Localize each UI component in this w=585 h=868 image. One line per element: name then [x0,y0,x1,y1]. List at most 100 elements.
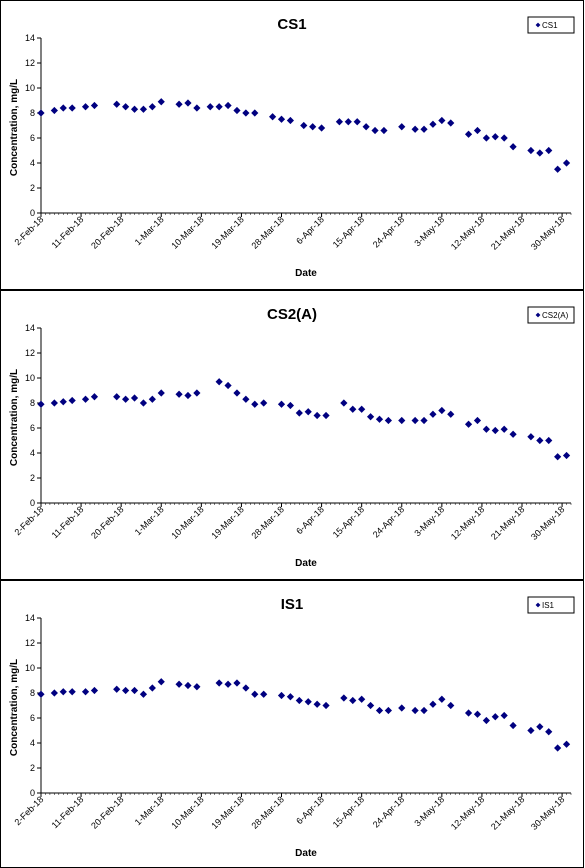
y-tick-label: 12 [25,58,35,68]
legend: IS1 [527,596,575,614]
cs1-point [68,104,76,112]
cs2-a-point [375,415,384,423]
cs2-a-point [304,408,312,416]
x-axis-label: Date [295,848,317,859]
x-tick-label: 19-Mar-18 [209,504,245,540]
y-tick-label: 14 [25,33,35,43]
cs1-point [545,146,553,155]
cs1-point [500,134,508,142]
cs1-point [37,109,45,117]
cs1-point [81,103,90,111]
x-tick-label: 10-Mar-18 [169,214,205,250]
cs2-a-point [59,398,67,406]
cs1-point [398,123,406,131]
is1-point [313,700,321,708]
cs2-a-point [251,400,259,408]
x-tick-label: 6-Apr-18 [294,794,326,826]
cs2-a-point [122,395,130,403]
is1-point [81,688,90,696]
x-tick-label: 1-Mar-18 [133,214,166,247]
x-tick-label: 20-Feb-18 [89,504,125,540]
cs1-point [527,146,535,155]
chart-cs2a: CS2(A) 0 2 4 6 8 10 12 14 2-Feb-18 11-Feb-18 20-Feb… [9,306,575,569]
legend-marker [535,22,541,28]
cs2-a-point [193,389,201,397]
is1-point [500,711,508,720]
cs1-point [251,109,259,117]
x-tick-label: 11-Feb-18 [50,504,86,540]
y-tick-label: 12 [25,348,35,358]
cs2-a-point [491,426,499,435]
cs2-a-point [554,453,562,461]
y-tick-label: 0 [30,498,35,508]
is1-point [491,713,499,721]
cs1-point [148,103,156,111]
is1-point [59,688,67,696]
cs2-a-point [242,395,250,403]
x-tick-label: 2-Feb-18 [13,214,46,247]
x-tick-label: 20-Feb-18 [89,214,125,250]
cs1-point [429,120,437,128]
x-tick-label: 15-Apr-18 [331,504,366,539]
x-tick-label: 24-Apr-18 [371,504,406,539]
cs1-point [286,116,295,125]
x-tick-label: 15-Apr-18 [331,794,366,829]
x-tick-label: 21-May-18 [489,504,526,541]
is1-point [420,706,428,715]
y-tick-label: 6 [30,133,35,143]
chart-is1: IS1 0 2 4 6 8 10 12 14 2-Feb-18 11-Feb-18 20-Feb-18… [9,596,575,859]
cs2-a-point [420,416,428,425]
cs1-point [438,116,446,125]
is1-point [286,693,295,701]
cs2-a-point [562,451,571,460]
cs1-point [59,104,67,112]
cs2-a-point [482,425,490,433]
is1-point [545,728,553,736]
cs1-point [113,100,121,108]
x-axis-label: Date [295,268,317,279]
cs1-point [242,109,250,117]
is1-point [148,684,156,692]
y-tick-label: 8 [30,688,35,698]
is1-point [349,696,357,705]
cs1-point [335,118,344,126]
cs2-a-point [438,406,446,415]
cs1-point [344,118,352,126]
cs2-a-point [500,425,508,433]
y-tick-label: 6 [30,713,35,723]
cs1-point [50,106,58,115]
y-tick-label: 0 [30,788,35,798]
cs2-a-point [429,410,437,418]
is1-point [175,680,183,688]
x-tick-label: 1-Mar-18 [133,504,166,537]
cs2-a-point [358,405,366,413]
is1-point [322,701,330,710]
is1-point [277,691,286,700]
y-tick-label: 8 [30,108,35,118]
legend-box [527,16,575,34]
cs2-a-point [411,416,419,425]
is1-point [50,689,58,697]
cs2-a-point [68,396,76,405]
y-tick-label: 12 [25,638,35,648]
cs1-point [309,123,317,131]
y-tick-label: 10 [25,663,35,673]
is1-point [398,704,406,712]
cs1-point [300,121,308,130]
cs1-point [90,101,99,110]
is1-point [509,721,517,730]
cs1-point [491,133,499,141]
cs1-point [193,104,201,112]
x-tick-label: 6-Apr-18 [294,214,326,246]
cs2-a-point [340,399,348,407]
x-tick-label: 28-Mar-18 [249,794,285,830]
y-tick-label: 2 [30,763,35,773]
x-tick-label: 30-May-18 [529,214,566,251]
y-tick-label: 14 [25,613,35,623]
x-tick-label: 6-Apr-18 [294,504,326,536]
cs2-a-point [398,416,406,425]
y-axis-label: Concentration, mg/L [9,659,20,756]
x-tick-label: 15-Apr-18 [331,214,366,249]
x-tick-label: 11-Feb-18 [50,214,86,250]
cs2-a-point [184,391,192,400]
